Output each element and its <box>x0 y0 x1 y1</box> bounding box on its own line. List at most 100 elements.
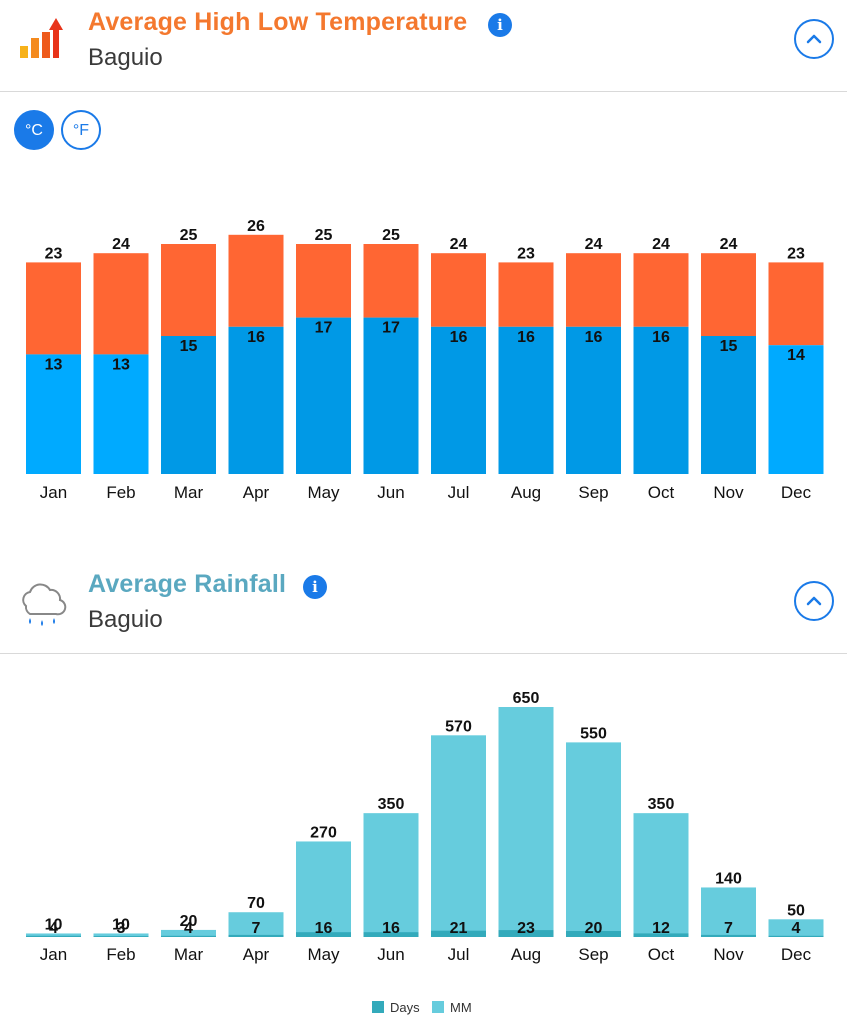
rainfall-mm-bar[interactable] <box>26 933 81 937</box>
rainfall-mm-bar[interactable] <box>768 919 824 937</box>
low-temp-bar[interactable] <box>431 326 486 474</box>
low-temp-bar[interactable] <box>566 326 621 474</box>
month-tick-label: Jun <box>377 483 404 502</box>
rainfall-mm-bar[interactable] <box>161 929 216 937</box>
month-tick-label: May <box>307 483 340 502</box>
low-temp-bar[interactable] <box>228 326 284 474</box>
rainfall-mm-bar[interactable] <box>93 933 149 937</box>
high-temp-label: 25 <box>315 227 333 244</box>
rainfall-days-bar[interactable] <box>161 935 216 937</box>
high-temp-bar[interactable] <box>93 253 149 355</box>
rainfall-mm-label: 20 <box>180 913 198 930</box>
temperature-info-button[interactable]: i <box>488 13 512 37</box>
high-temp-bar[interactable] <box>633 253 689 327</box>
month-tick-label: Aug <box>511 945 541 964</box>
low-temp-label: 16 <box>585 329 603 346</box>
high-temp-label: 25 <box>382 227 400 244</box>
high-temp-bar[interactable] <box>701 253 756 336</box>
rainfall-days-bar[interactable] <box>296 932 351 937</box>
rainfall-mm-bar[interactable] <box>566 742 621 937</box>
low-temp-label: 14 <box>787 347 805 364</box>
month-tick-label: Sep <box>578 483 608 502</box>
high-temp-bar[interactable] <box>498 262 554 327</box>
high-temp-bar[interactable] <box>566 253 621 327</box>
rainfall-days-bar[interactable] <box>566 931 621 937</box>
high-temp-label: 24 <box>720 236 738 253</box>
rainfall-days-label: 7 <box>724 920 733 937</box>
rainfall-days-label: 16 <box>382 920 400 937</box>
rainfall-mm-bar[interactable] <box>431 735 486 937</box>
low-temp-bar[interactable] <box>26 354 81 474</box>
low-temp-label: 15 <box>180 338 198 355</box>
rainfall-days-bar[interactable] <box>228 934 284 937</box>
month-tick-label: Jan <box>40 945 67 964</box>
temperature-chart: 23 13 Jan 24 13 Feb 25 15 Mar 26 16 Apr 25 17 May 25 17 J… <box>26 218 824 502</box>
high-temp-label: 23 <box>787 245 805 262</box>
celsius-toggle[interactable]: °C <box>14 110 54 150</box>
fahrenheit-toggle[interactable]: °F <box>61 110 101 150</box>
rainfall-mm-bar[interactable] <box>228 912 284 937</box>
rainfall-mm-bar[interactable] <box>498 707 554 937</box>
temperature-location: Baguio <box>88 44 163 71</box>
month-tick-label: Apr <box>243 945 270 964</box>
high-temp-bar[interactable] <box>431 253 486 327</box>
rainfall-mm-bar[interactable] <box>701 887 756 937</box>
rainfall-mm-label: 10 <box>112 916 130 933</box>
high-temp-label: 24 <box>652 236 670 253</box>
rainfall-days-label: 4 <box>49 920 58 937</box>
high-temp-bar[interactable] <box>768 262 824 346</box>
rainfall-title: Average Rainfall <box>88 570 287 598</box>
month-tick-label: Mar <box>174 483 204 502</box>
month-tick-label: Jul <box>448 483 470 502</box>
rainfall-days-bar[interactable] <box>93 936 149 937</box>
high-temp-bar[interactable] <box>228 234 284 327</box>
month-tick-label: Jan <box>40 483 67 502</box>
rainfall-location: Baguio <box>88 606 163 633</box>
rainfall-days-label: 12 <box>652 920 670 937</box>
low-temp-bar[interactable] <box>633 326 689 474</box>
rainfall-days-bar[interactable] <box>431 930 486 937</box>
legend-item-mm[interactable]: MM <box>432 1000 472 1015</box>
rainfall-days-bar[interactable] <box>633 933 689 937</box>
rainfall-days-label: 4 <box>184 920 193 937</box>
month-tick-label: Sep <box>578 945 608 964</box>
rainfall-days-label: 16 <box>315 920 333 937</box>
low-temp-bar[interactable] <box>701 336 756 474</box>
low-temp-bar[interactable] <box>768 345 824 474</box>
rainfall-mm-bar[interactable] <box>363 813 419 937</box>
low-temp-bar[interactable] <box>161 336 216 474</box>
month-tick-label: May <box>307 945 340 964</box>
rainfall-days-label: 3 <box>117 920 126 937</box>
rainfall-collapse-button[interactable] <box>794 581 834 621</box>
rainfall-mm-label: 70 <box>247 895 265 912</box>
legend-item-days[interactable]: Days <box>372 1000 420 1015</box>
low-temp-bar[interactable] <box>498 326 554 474</box>
month-tick-label: Feb <box>106 945 135 964</box>
rainfall-days-bar[interactable] <box>363 932 419 937</box>
high-temp-label: 24 <box>585 236 603 253</box>
month-tick-label: Feb <box>106 483 135 502</box>
high-temp-bar[interactable] <box>296 244 351 318</box>
rainfall-header: Average Rainfall i Baguio <box>0 562 847 654</box>
low-temp-bar[interactable] <box>93 354 149 474</box>
low-temp-label: 16 <box>652 329 670 346</box>
high-temp-bar[interactable] <box>161 244 216 336</box>
legend-label-mm: MM <box>450 1000 472 1015</box>
high-temp-bar[interactable] <box>363 244 419 318</box>
rainfall-days-bar[interactable] <box>498 930 554 937</box>
temperature-collapse-button[interactable] <box>794 19 834 59</box>
rainfall-days-bar[interactable] <box>26 935 81 937</box>
low-temp-bar[interactable] <box>296 317 351 474</box>
rainfall-days-bar[interactable] <box>701 934 756 937</box>
rainfall-info-button[interactable]: i <box>303 575 327 599</box>
high-temp-bar[interactable] <box>26 262 81 355</box>
rainfall-mm-bar[interactable] <box>633 813 689 937</box>
rainfall-mm-bar[interactable] <box>296 841 351 937</box>
rainfall-days-bar[interactable] <box>768 935 824 937</box>
legend-swatch-mm <box>432 1001 444 1013</box>
rain-cloud-icon <box>22 583 67 626</box>
low-temp-label: 16 <box>450 329 468 346</box>
month-tick-label: Oct <box>648 483 675 502</box>
low-temp-label: 17 <box>382 320 400 337</box>
low-temp-bar[interactable] <box>363 317 419 474</box>
